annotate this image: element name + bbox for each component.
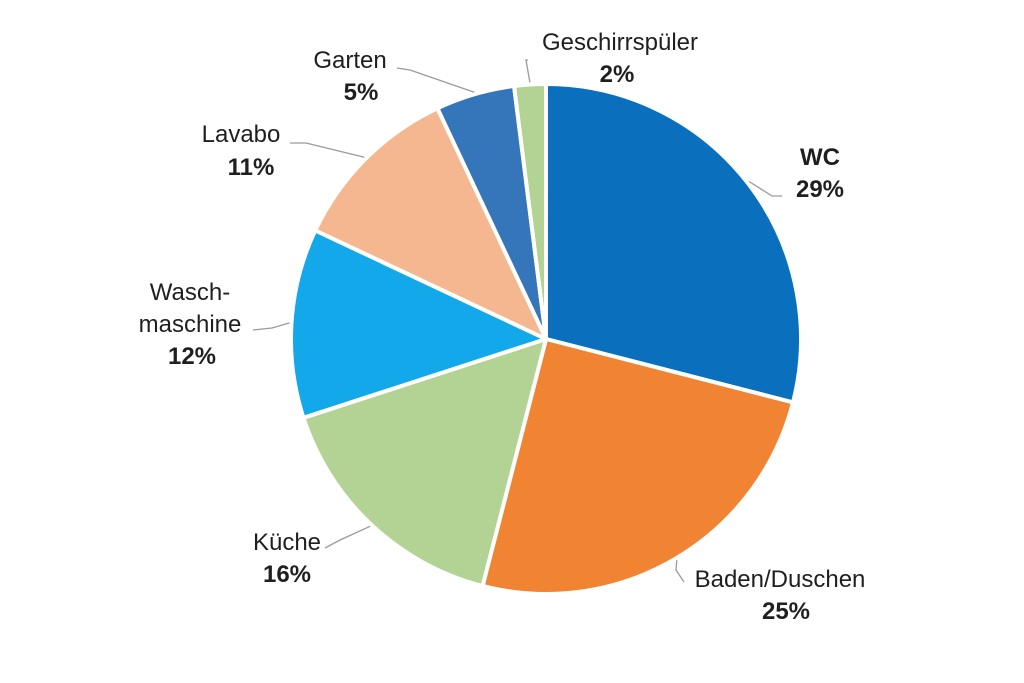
slice-value-lavabo: 11%	[228, 154, 275, 181]
leader-line-kueche	[324, 525, 371, 549]
pie-slice-wc	[544, 82, 803, 405]
leader-lines	[252, 59, 782, 583]
leader-line-waschmaschine	[252, 322, 290, 331]
leader-line-lavabo	[290, 142, 365, 158]
slice-label-waschmaschine-line2: maschine	[139, 311, 242, 338]
slice-label-garten: Garten	[313, 47, 386, 74]
slice-value-kueche: 16%	[263, 561, 311, 588]
slice-label-wc: WC	[800, 144, 840, 171]
slice-label-baden-duschen: Baden/Duschen	[695, 566, 866, 593]
leader-line-baden-duschen	[675, 560, 685, 583]
pie-slice-kueche	[301, 337, 548, 588]
slice-label-lavabo: Lavabo	[202, 121, 281, 148]
leader-line-wc	[748, 180, 782, 197]
pie-slice-lavabo	[313, 106, 548, 341]
slice-label-kueche: Küche	[253, 529, 321, 556]
slice-value-garten: 5%	[344, 79, 379, 106]
slice-label-waschmaschine-line1: Wasch-	[150, 279, 230, 306]
pie-slice-geschirrspueler	[512, 82, 548, 341]
slice-label-geschirrspueler: Geschirrspüler	[542, 29, 698, 56]
pie-slice-baden-duschen	[480, 337, 795, 597]
leader-line-garten	[396, 67, 475, 93]
slice-value-waschmaschine: 12%	[168, 343, 216, 370]
pie-slices	[289, 82, 803, 597]
leader-line-geschirrspueler	[525, 59, 531, 83]
slice-value-wc: 29%	[796, 176, 844, 203]
pie-slice-waschmaschine	[289, 228, 548, 420]
slice-value-geschirrspueler: 2%	[600, 61, 635, 88]
slice-value-baden-duschen: 25%	[762, 598, 810, 625]
